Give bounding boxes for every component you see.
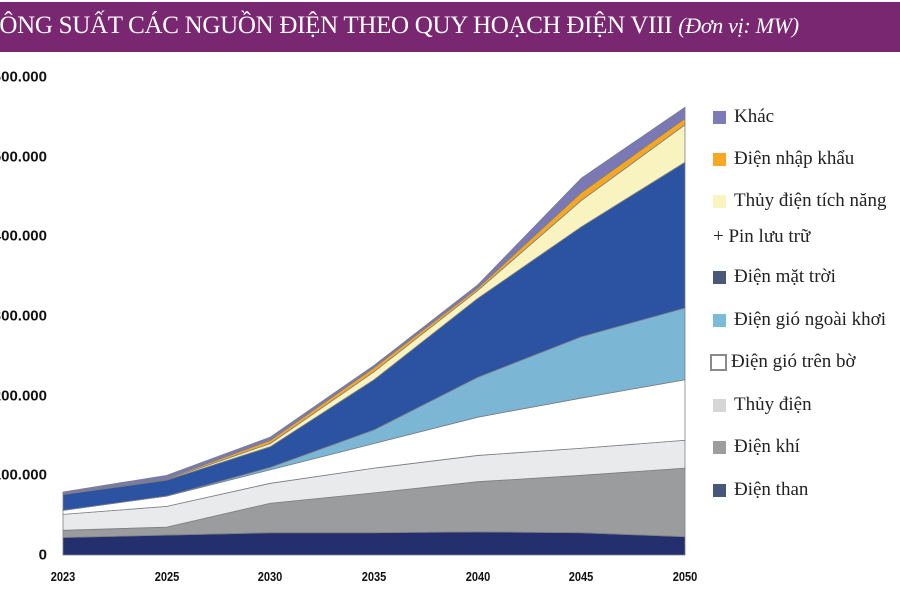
legend-label: Thủy điện tích năng (734, 190, 887, 211)
area-kh-c (62, 106, 686, 495)
legend-item: Điện khí (713, 436, 800, 458)
legend-item: Khác (713, 106, 774, 128)
legend-swatch (713, 110, 726, 124)
legend-swatch (713, 152, 726, 166)
legend-item: Thủy điện (713, 394, 812, 416)
legend-swatch (713, 440, 726, 454)
x-tick-label: 2035 (361, 569, 387, 584)
y-tick-label: 100.000 (0, 466, 47, 484)
legend-label: Khác (734, 106, 775, 127)
legend-item: Điện gió trên bờ (710, 351, 856, 373)
y-tick-label: 200.000 (0, 387, 47, 405)
x-tick-label: 2030 (258, 569, 283, 584)
y-tick-label: 500.000 (0, 148, 47, 166)
legend-swatch (710, 353, 727, 371)
x-tick-label: 2025 (154, 569, 179, 584)
legend-item: Điện nhập khẩu (713, 148, 854, 170)
y-tick-label: 400.000 (0, 227, 47, 245)
legend-swatch (713, 194, 726, 208)
legend-label: Điện gió trên bờ (731, 351, 856, 372)
legend-item: + Pin lưu trữ (713, 226, 810, 248)
y-tick-label: 0 (38, 546, 47, 564)
y-tick-label: 600.000 (0, 68, 47, 86)
legend-label: Điện khí (734, 436, 800, 457)
unit-note: (Đơn vị: MW) (678, 13, 799, 38)
legend-item: Điện than (713, 479, 808, 501)
x-tick-label: 2023 (50, 569, 76, 584)
legend-label: Thủy điện (734, 394, 812, 415)
legend-item: Thủy điện tích năng (713, 190, 887, 212)
legend-item: Điện mặt trời (713, 266, 836, 288)
legend-label: + Pin lưu trữ (713, 226, 811, 247)
legend-label: Điện gió ngoài khơi (734, 309, 886, 330)
legend-label: Điện than (734, 479, 809, 500)
legend-label: Điện nhập khẩu (734, 148, 855, 169)
legend-swatch (713, 483, 726, 497)
chart-title-text: CÔNG SUẤT CÁC NGUỒN ĐIỆN THEO QUY HOẠCH … (0, 12, 673, 39)
x-tick-label: 2045 (569, 569, 594, 584)
title-banner: CÔNG SUẤT CÁC NGUỒN ĐIỆN THEO QUY HOẠCH … (0, 2, 900, 52)
legend-label: Điện mặt trời (734, 266, 836, 287)
legend-swatch (713, 313, 726, 327)
legend-swatch (713, 398, 726, 412)
y-tick-label: 300.000 (0, 307, 47, 325)
chart-title: CÔNG SUẤT CÁC NGUỒN ĐIỆN THEO QUY HOẠCH … (0, 12, 799, 40)
legend-item: Điện gió ngoài khơi (713, 309, 886, 331)
x-tick-label: 2040 (465, 569, 490, 584)
legend-swatch (713, 270, 726, 284)
x-tick-label: 2050 (672, 569, 698, 584)
